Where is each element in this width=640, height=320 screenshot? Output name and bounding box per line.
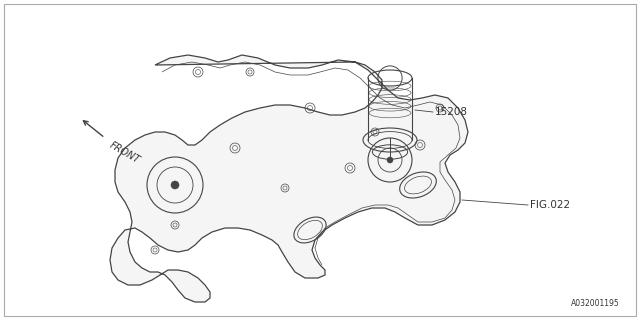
Circle shape: [171, 181, 179, 189]
FancyBboxPatch shape: [4, 4, 636, 316]
Polygon shape: [110, 55, 468, 302]
Text: FRONT: FRONT: [108, 140, 142, 165]
Circle shape: [387, 157, 393, 163]
Text: 15208: 15208: [435, 107, 468, 117]
Text: A032001195: A032001195: [572, 299, 620, 308]
Text: FIG.022: FIG.022: [530, 200, 570, 210]
